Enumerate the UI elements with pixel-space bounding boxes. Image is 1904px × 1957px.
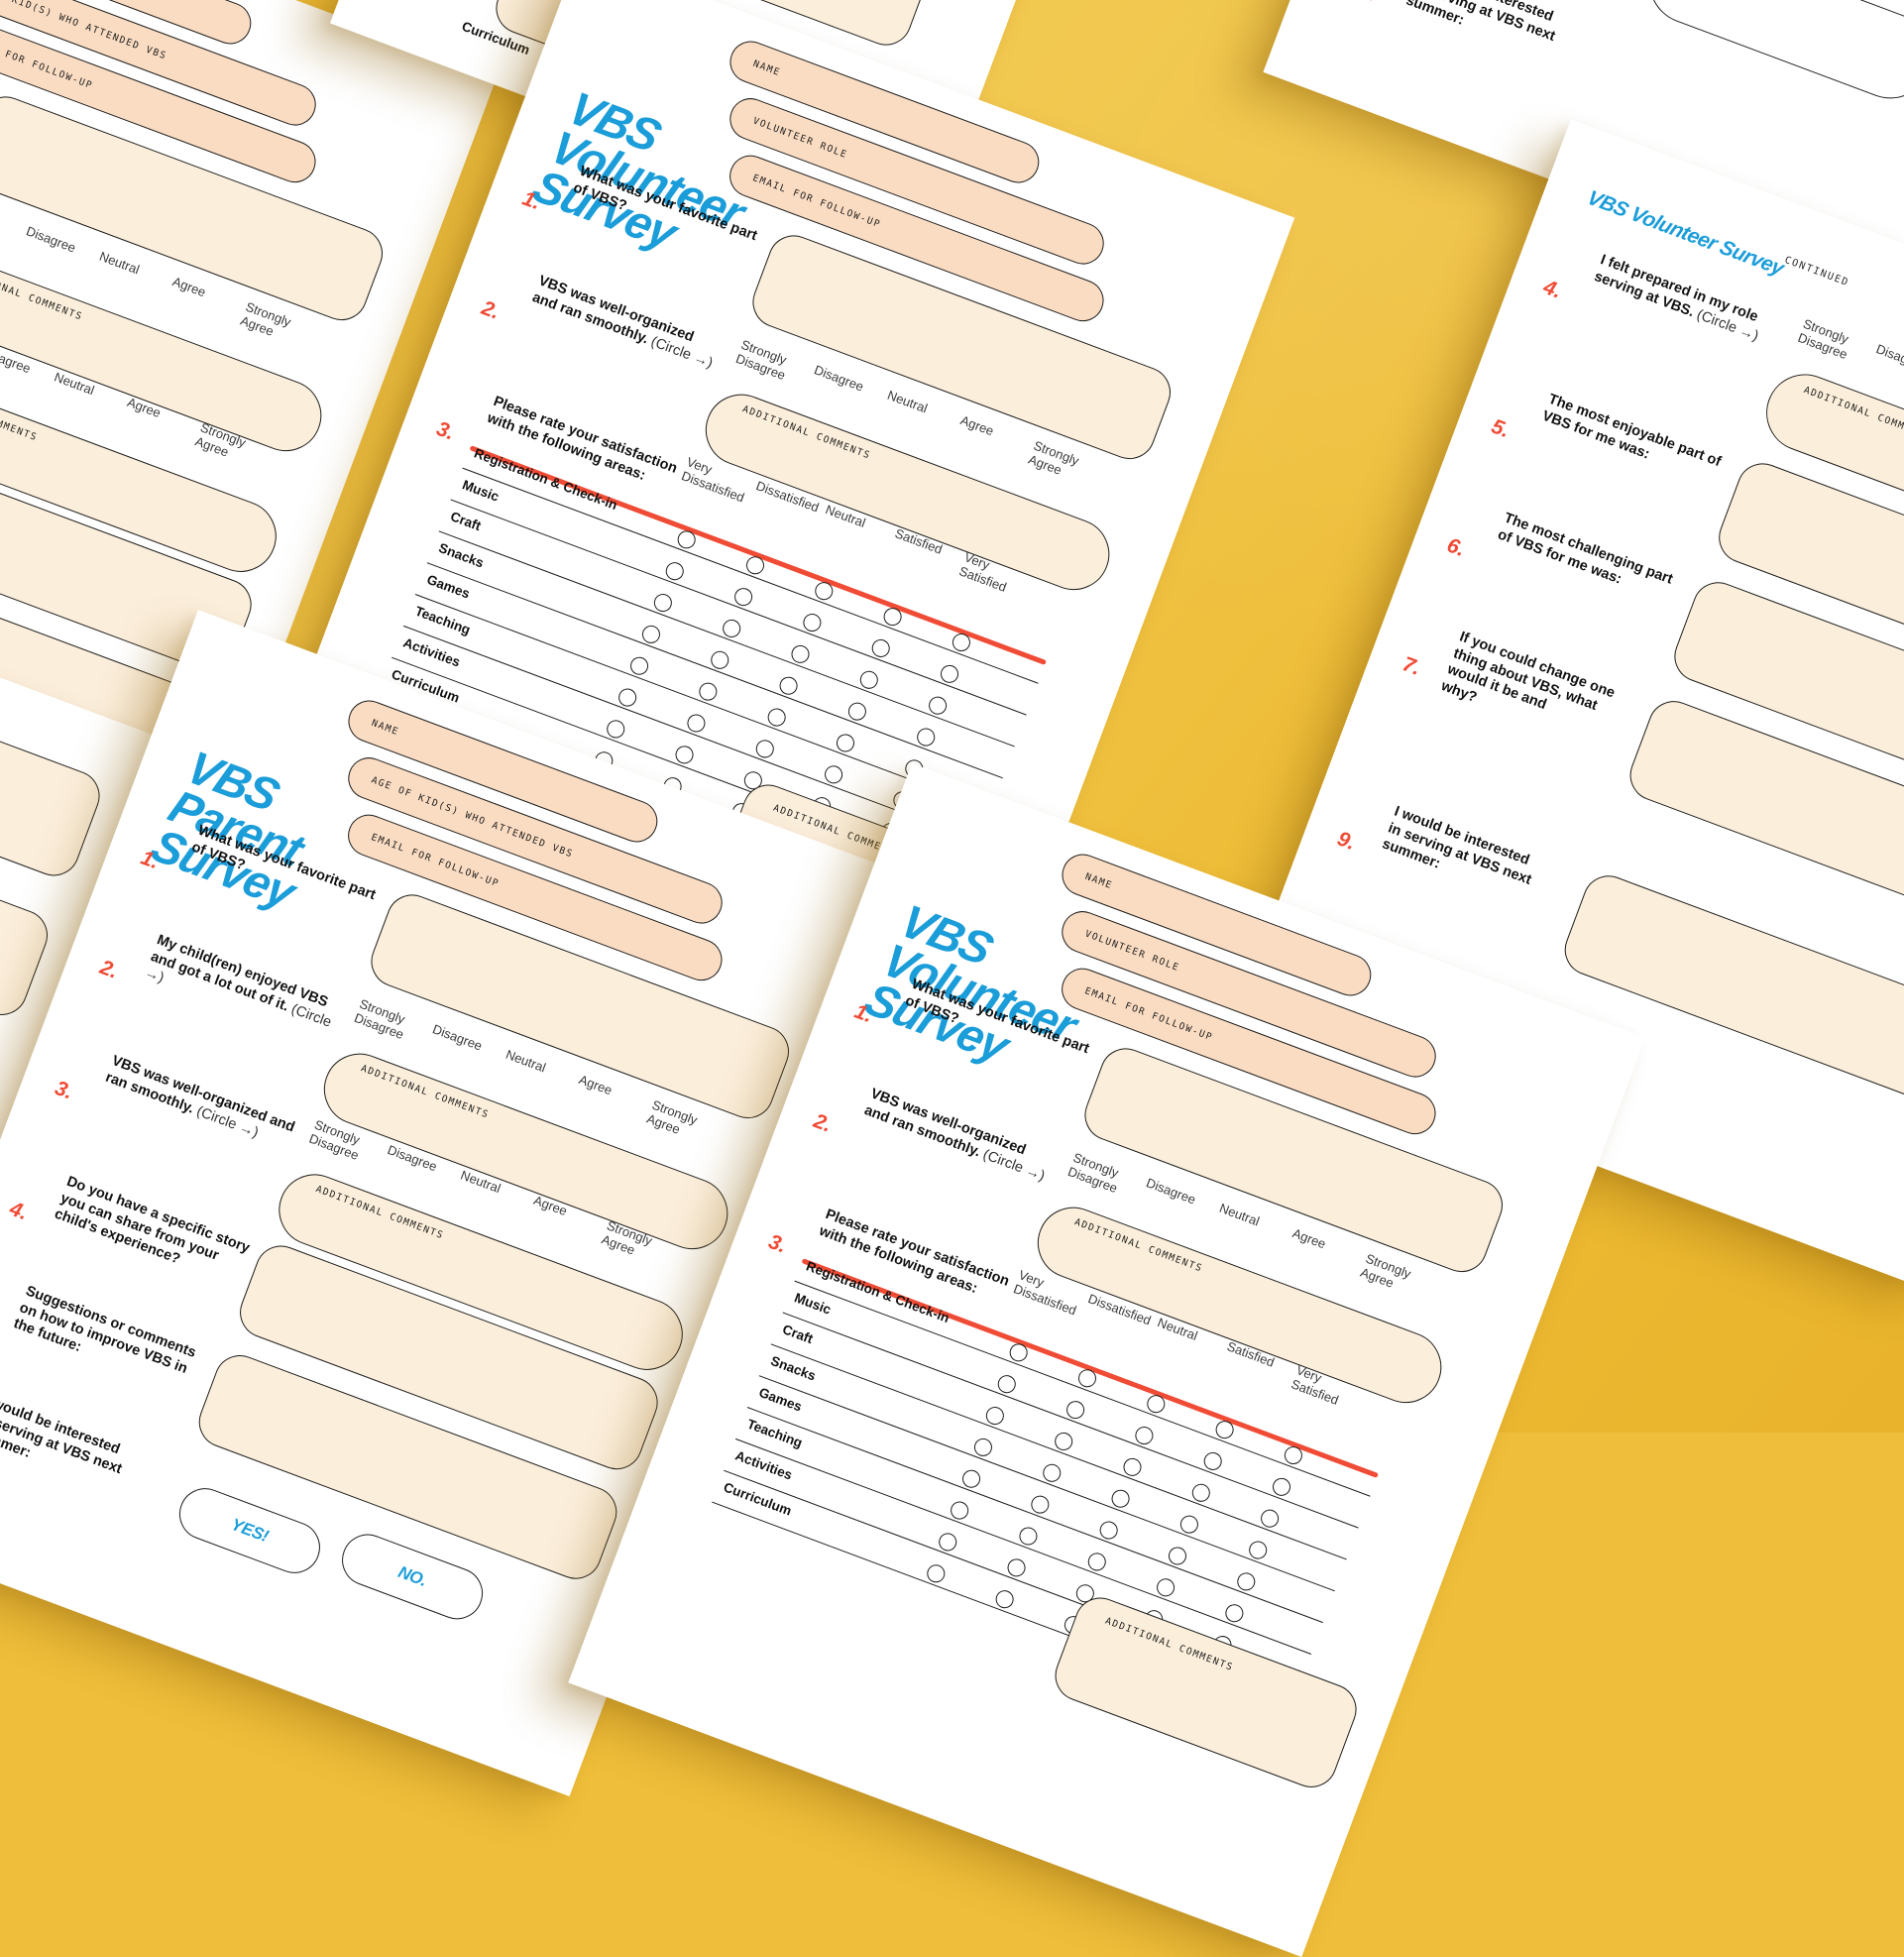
- question-number: 4.: [1540, 276, 1565, 303]
- parent-scale-label: Strongly Agree: [238, 298, 293, 339]
- question-text: Please rate your satisfaction with the f…: [485, 393, 680, 484]
- volunteer-scale-label: Strongly Disagree: [1065, 1149, 1121, 1196]
- question-text: I would be interested in serving at VBS …: [0, 1395, 125, 1477]
- question-text: The most enjoyable part of VBS for me wa…: [1539, 391, 1724, 471]
- question-number: 2.: [810, 1109, 836, 1137]
- continued-scale-label: Strongly Disagree: [1796, 315, 1851, 362]
- question-text: Please rate your satisfaction with the f…: [817, 1206, 1012, 1297]
- volunteer-scale-label: Disagree: [812, 362, 866, 395]
- volunteer-scale-label: Neutral: [885, 387, 930, 416]
- question-text: Do you have a specific story you can sha…: [52, 1173, 253, 1268]
- parent-scale-label: Agree: [170, 274, 208, 300]
- question-number: 9.: [1356, 0, 1380, 7]
- question-number: 3.: [433, 416, 458, 445]
- volunteer-scale-label: Disagree: [1144, 1175, 1198, 1208]
- parent-scale-label: Strongly Disagree: [352, 995, 407, 1042]
- question-text: I would be interested in serving at VBS …: [1380, 803, 1534, 888]
- question-number: 2.: [96, 956, 122, 983]
- grid-row-label: Craft: [780, 1322, 816, 1347]
- volunteer-scale-label: Strongly Disagree: [733, 336, 789, 383]
- continued-tag: CONTINUED: [1782, 254, 1851, 289]
- grid-row-rule: [734, 1438, 1312, 1656]
- volunteer-scale-label: Strongly Agree: [1358, 1250, 1413, 1291]
- question-number: 6.: [1443, 533, 1469, 562]
- no-button[interactable]: NO.: [334, 1527, 491, 1627]
- question-number: 2.: [478, 296, 504, 324]
- grid-row-label: Curriculum: [721, 1479, 794, 1519]
- parent-scale-label: Disagree: [24, 223, 78, 256]
- question-number: 5.: [1488, 414, 1513, 443]
- continued-scale-label: Disagree: [1873, 341, 1904, 374]
- parent-scale-label: Neutral: [504, 1046, 548, 1076]
- no-label: NO.: [395, 1561, 430, 1591]
- parent-scale-label: Neutral: [97, 248, 142, 278]
- parent-scale-label: Disagree: [430, 1021, 485, 1054]
- question-number: 9.: [1334, 827, 1359, 856]
- parent-scale-label: Strongly Agree: [644, 1096, 700, 1137]
- volunteer-scale-label: Agree: [958, 412, 996, 439]
- grid-row-rule: [770, 1343, 1347, 1560]
- question-text: The most challenging part of VBS for me …: [1495, 510, 1675, 588]
- question-number: 3.: [52, 1076, 76, 1104]
- grid-row-rule: [758, 1375, 1335, 1592]
- question-hint: (Circle →): [142, 965, 334, 1031]
- open-answer-box[interactable]: [1636, 0, 1904, 111]
- grid-row-rule: [438, 530, 1015, 748]
- volunteer-scale-label: Agree: [1290, 1225, 1328, 1252]
- volunteer-scale-label: Neutral: [1217, 1200, 1262, 1229]
- question-text: If you could change one thing about VBS,…: [1438, 629, 1618, 714]
- volunteer-scale-label: Strongly Agree: [1026, 437, 1081, 478]
- question-text: I would be interested in serving at VBS …: [1403, 0, 1558, 45]
- parent-scale-label: Agree: [577, 1072, 615, 1098]
- question-hint: (Circle →): [190, 1101, 261, 1141]
- question-number: 4.: [6, 1197, 32, 1225]
- question-text: Suggestions or comments on how to improv…: [11, 1283, 198, 1377]
- question-text: VBS was well-organized and ran smoothly.…: [861, 1086, 1048, 1185]
- question-hint: (Circle →): [976, 1145, 1048, 1185]
- question-hint: (Circle →): [644, 332, 716, 372]
- grid-row-rule: [746, 1407, 1323, 1624]
- yes-button[interactable]: YES!: [171, 1480, 328, 1581]
- question-text: VBS was well-organized and ran smoothly.…: [529, 273, 716, 372]
- question-number: 3.: [765, 1229, 790, 1258]
- question-number: 7.: [1399, 652, 1424, 680]
- parent-scale-label: Strongly Disagree: [0, 198, 4, 244]
- question-hint: (Circle →): [1690, 304, 1761, 345]
- question-text: My child(ren) enjoyed VBS and got a lot …: [142, 932, 334, 1031]
- grid-row-label: Craft: [448, 509, 484, 534]
- question-text: VBS was well-organized and ran smoothly.…: [103, 1052, 297, 1141]
- yes-label: YES!: [228, 1514, 272, 1547]
